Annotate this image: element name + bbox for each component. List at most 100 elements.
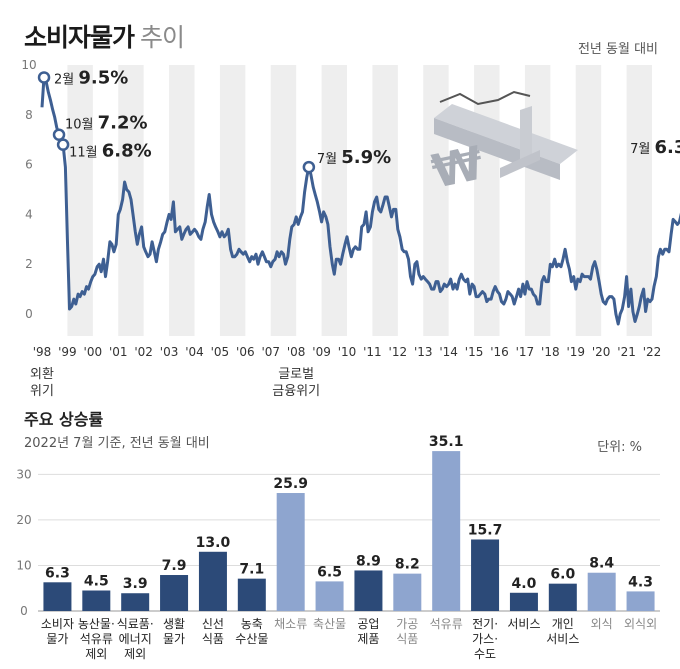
peak-label: 10월 7.2% xyxy=(65,113,148,134)
bar-category-label: 신선 xyxy=(202,617,224,631)
y-tick-label: 6 xyxy=(25,158,33,172)
x-tick-label: '19 xyxy=(566,345,585,359)
bar-category-label: 식품 xyxy=(202,632,224,646)
peak-marker xyxy=(52,128,66,141)
bar-value-label: 8.2 xyxy=(395,557,420,573)
bar xyxy=(160,575,189,611)
bar xyxy=(432,451,461,611)
x-tick-label: '22 xyxy=(643,345,662,359)
x-tick-label: '13 xyxy=(414,345,433,359)
y-tick-label: 4 xyxy=(25,207,33,221)
bar-category-label: 외식 xyxy=(591,617,613,631)
bar-value-label: 6.5 xyxy=(317,564,342,580)
bar-value-label: 8.9 xyxy=(356,553,381,569)
bar xyxy=(471,539,500,611)
bar-value-label: 4.0 xyxy=(512,576,537,592)
bar-value-label: 6.0 xyxy=(550,567,575,583)
bar-category-label: 공업 xyxy=(357,617,379,631)
x-tick-label: '08 xyxy=(287,345,306,359)
y-tick-label: 10 xyxy=(21,58,36,72)
x-tick-label: '04 xyxy=(185,345,204,359)
x-tick-label: '15 xyxy=(465,345,484,359)
event-label: 글로벌 xyxy=(278,367,314,382)
bar-y-tick: 30 xyxy=(16,467,31,481)
x-tick-label: '20 xyxy=(592,345,611,359)
bar-value-label: 13.0 xyxy=(196,535,231,551)
bar-category-label: 제외 xyxy=(85,647,107,661)
bar xyxy=(315,581,344,611)
bar-category-label: 서비스 xyxy=(546,632,579,646)
bar xyxy=(121,593,150,611)
bar-category-label: 외식외 xyxy=(624,617,657,631)
bar-y-tick: 0 xyxy=(20,604,28,618)
peak-marker xyxy=(37,71,51,84)
grid-band xyxy=(67,65,93,336)
peak-label: 2월 9.5% xyxy=(54,67,128,88)
grid-band xyxy=(524,65,551,336)
bar-value-label: 15.7 xyxy=(468,522,503,538)
illustration-cable xyxy=(439,90,531,106)
event-label: 위기 xyxy=(30,384,54,399)
x-tick-label: '18 xyxy=(541,345,560,359)
bar-value-label: 3.9 xyxy=(123,576,148,592)
bar-category-label: 제외 xyxy=(124,647,146,661)
bar-value-label: 8.4 xyxy=(589,556,614,572)
x-tick-label: '12 xyxy=(389,345,408,359)
grid-band xyxy=(423,65,449,336)
bar-category-label: 농축 xyxy=(241,617,263,631)
bar-category-label: 에너지 xyxy=(119,632,152,646)
won-sign-icon: ₩ xyxy=(427,135,488,198)
event-label: 외환 xyxy=(30,367,54,382)
x-tick-label: '03 xyxy=(160,345,179,359)
y-tick-label: 0 xyxy=(25,307,33,321)
x-tick-label: '11 xyxy=(363,345,382,359)
bar xyxy=(276,493,305,611)
title-suffix: 추이 xyxy=(140,23,185,52)
peak-label: 11월 6.8% xyxy=(69,141,152,162)
x-tick-label: '14 xyxy=(439,345,458,359)
x-tick-label: '06 xyxy=(236,345,255,359)
bars-unit: 단위: % xyxy=(597,440,642,455)
grid-band xyxy=(575,65,602,336)
bar-category-label: 채소류 xyxy=(274,617,307,631)
peak-label: 7월 6.3% xyxy=(630,137,680,158)
peak-label: 7월 5.9% xyxy=(317,147,391,168)
x-tick-label: '01 xyxy=(109,345,128,359)
bar-category-label: 식품 xyxy=(396,632,418,646)
bar-category-label: 석유류 xyxy=(430,617,463,631)
bar-value-label: 35.1 xyxy=(429,434,464,450)
x-tick-label: '00 xyxy=(84,345,103,359)
title-main: 소비자물가 xyxy=(24,23,135,52)
grid-band xyxy=(270,65,297,336)
bar-category-label: 전기· xyxy=(472,617,498,631)
bar-category-label: 서비스 xyxy=(507,617,540,631)
line-chart-unit: 전년 동월 대비 xyxy=(577,42,658,57)
bar-y-tick: 20 xyxy=(16,513,31,527)
illustration-pillar xyxy=(520,106,532,164)
bar-category-label: 석유류 xyxy=(80,632,113,646)
bar-category-label: 식료품· xyxy=(117,617,154,631)
bar-value-label: 7.9 xyxy=(162,558,187,574)
bars-subtitle: 2022년 7월 기준, 전년 동월 대비 xyxy=(24,436,210,451)
x-tick-label: '02 xyxy=(134,345,153,359)
bar xyxy=(587,572,616,611)
x-tick-label: '98 xyxy=(33,345,52,359)
peak-marker xyxy=(56,138,70,151)
bar-y-tick: 10 xyxy=(16,558,31,572)
event-label: 금융위기 xyxy=(272,384,320,399)
x-tick-label: '17 xyxy=(516,345,535,359)
bar-value-label: 6.3 xyxy=(45,565,70,581)
x-tick-label: '09 xyxy=(312,345,331,359)
peak-marker xyxy=(302,160,316,174)
bar-category-label: 물가 xyxy=(163,632,185,646)
bar-category-label: 가공 xyxy=(396,617,418,631)
bar xyxy=(626,591,655,611)
bar-value-label: 25.9 xyxy=(273,476,308,492)
grid-band xyxy=(474,65,500,336)
x-tick-label: '99 xyxy=(58,345,77,359)
cpi-line xyxy=(40,76,680,326)
bar xyxy=(43,582,72,611)
bar-category-label: 가스· xyxy=(472,632,498,646)
bar xyxy=(509,592,538,611)
